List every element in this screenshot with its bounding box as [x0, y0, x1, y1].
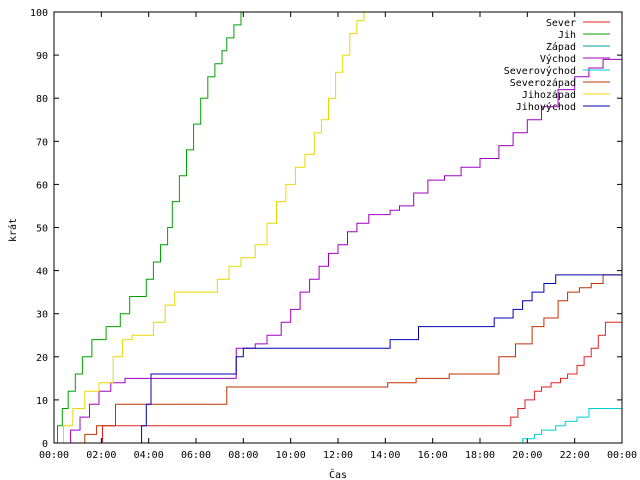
y-tick-label: 80 [36, 94, 48, 105]
y-tick-label: 60 [36, 180, 48, 191]
y-tick-label: 20 [36, 353, 48, 364]
y-tick-label: 10 [36, 396, 48, 407]
series-line-3 [54, 55, 623, 444]
series-line-1 [54, 12, 242, 444]
x-tick-label: 02:00 [86, 450, 116, 461]
legend-entry-label: Západ [546, 41, 576, 53]
y-axis-label: krát [7, 218, 19, 242]
x-tick-label: 12:00 [323, 450, 353, 461]
series-line-5 [54, 274, 622, 444]
y-tick-label: 90 [36, 51, 48, 62]
x-tick-label: 04:00 [134, 450, 164, 461]
x-tick-label: 22:00 [560, 450, 590, 461]
x-tick-label: 16:00 [418, 450, 448, 461]
legend-entry-label: Sever [546, 18, 576, 29]
x-tick-label: 06:00 [181, 450, 211, 461]
x-tick-label: 00:00 [607, 450, 637, 461]
legend-entry-label: Jihovýchod [516, 101, 576, 113]
legend-entry-label: Severozápad [510, 77, 576, 89]
legend-entry-label: Severovýchod [504, 65, 576, 77]
axes: 0 10 20 30 40 50 60 70 80 90 100 00:00 02:00 04:00 06:… [30, 8, 637, 461]
series-line-0 [54, 321, 622, 444]
x-tick-label: 00:00 [39, 450, 69, 461]
legend-entry-label: Jih [558, 30, 576, 41]
y-tick-label: 50 [36, 224, 48, 235]
x-axis-label: Čas [329, 468, 347, 480]
y-tick-label: 70 [36, 137, 48, 148]
legend-entry-label: Jihozápad [522, 89, 576, 101]
x-tick-label: 18:00 [465, 450, 495, 461]
y-tick-label: 40 [36, 267, 48, 278]
y-tick-label: 100 [30, 8, 48, 19]
x-tick-label: 20:00 [512, 450, 542, 461]
legend: SeverJihZápadVýchodSeverovýchodSeverozáp… [504, 18, 610, 113]
series-line-6 [54, 12, 365, 444]
x-tick-label: 08:00 [228, 450, 258, 461]
plot-frame [53, 11, 623, 444]
legend-entry-label: Východ [540, 53, 576, 65]
y-tick-label: 30 [36, 310, 48, 321]
y-tick-label: 0 [42, 439, 48, 450]
x-tick-label: 14:00 [370, 450, 400, 461]
series-lines [54, 12, 623, 444]
series-line-7 [54, 270, 623, 444]
x-tick-label: 10:00 [276, 450, 306, 461]
series-line-4 [54, 408, 622, 444]
